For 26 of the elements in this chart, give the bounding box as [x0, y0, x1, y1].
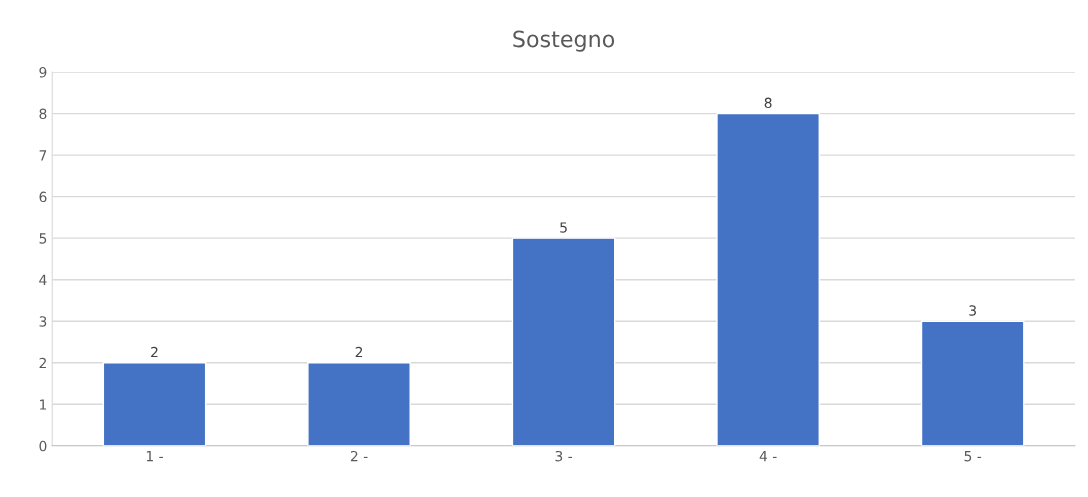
chart-title: Sostegno [513, 30, 615, 52]
bar [716, 112, 820, 446]
x-tick-label: 5 - [964, 451, 982, 462]
y-tick-label: 0 [39, 440, 47, 452]
data-label: 8 [764, 97, 772, 109]
y-tick-label: 6 [39, 191, 47, 203]
data-label: 2 [355, 346, 363, 358]
x-tick-label: 1 - [146, 451, 163, 462]
bar [102, 362, 207, 446]
y-tick-label: 1 [40, 399, 47, 410]
bar [920, 320, 1025, 446]
y-tick-label: 9 [39, 67, 47, 78]
x-tick-label: 2 - [350, 450, 368, 462]
data-label: 2 [151, 346, 158, 358]
y-tick-label: 4 [39, 274, 47, 285]
bar [307, 362, 411, 446]
y-tick-label: 5 [39, 233, 47, 244]
y-tick-label: 7 [39, 150, 47, 161]
y-tick-label: 3 [39, 316, 47, 327]
bar [511, 237, 616, 446]
data-label: 5 [560, 222, 567, 233]
data-label: 3 [969, 305, 976, 316]
y-tick-label: 8 [39, 108, 47, 120]
x-tick-label: 4 - [759, 451, 777, 462]
x-tick-label: 3 - [555, 450, 573, 462]
y-tick-label: 2 [39, 357, 46, 369]
